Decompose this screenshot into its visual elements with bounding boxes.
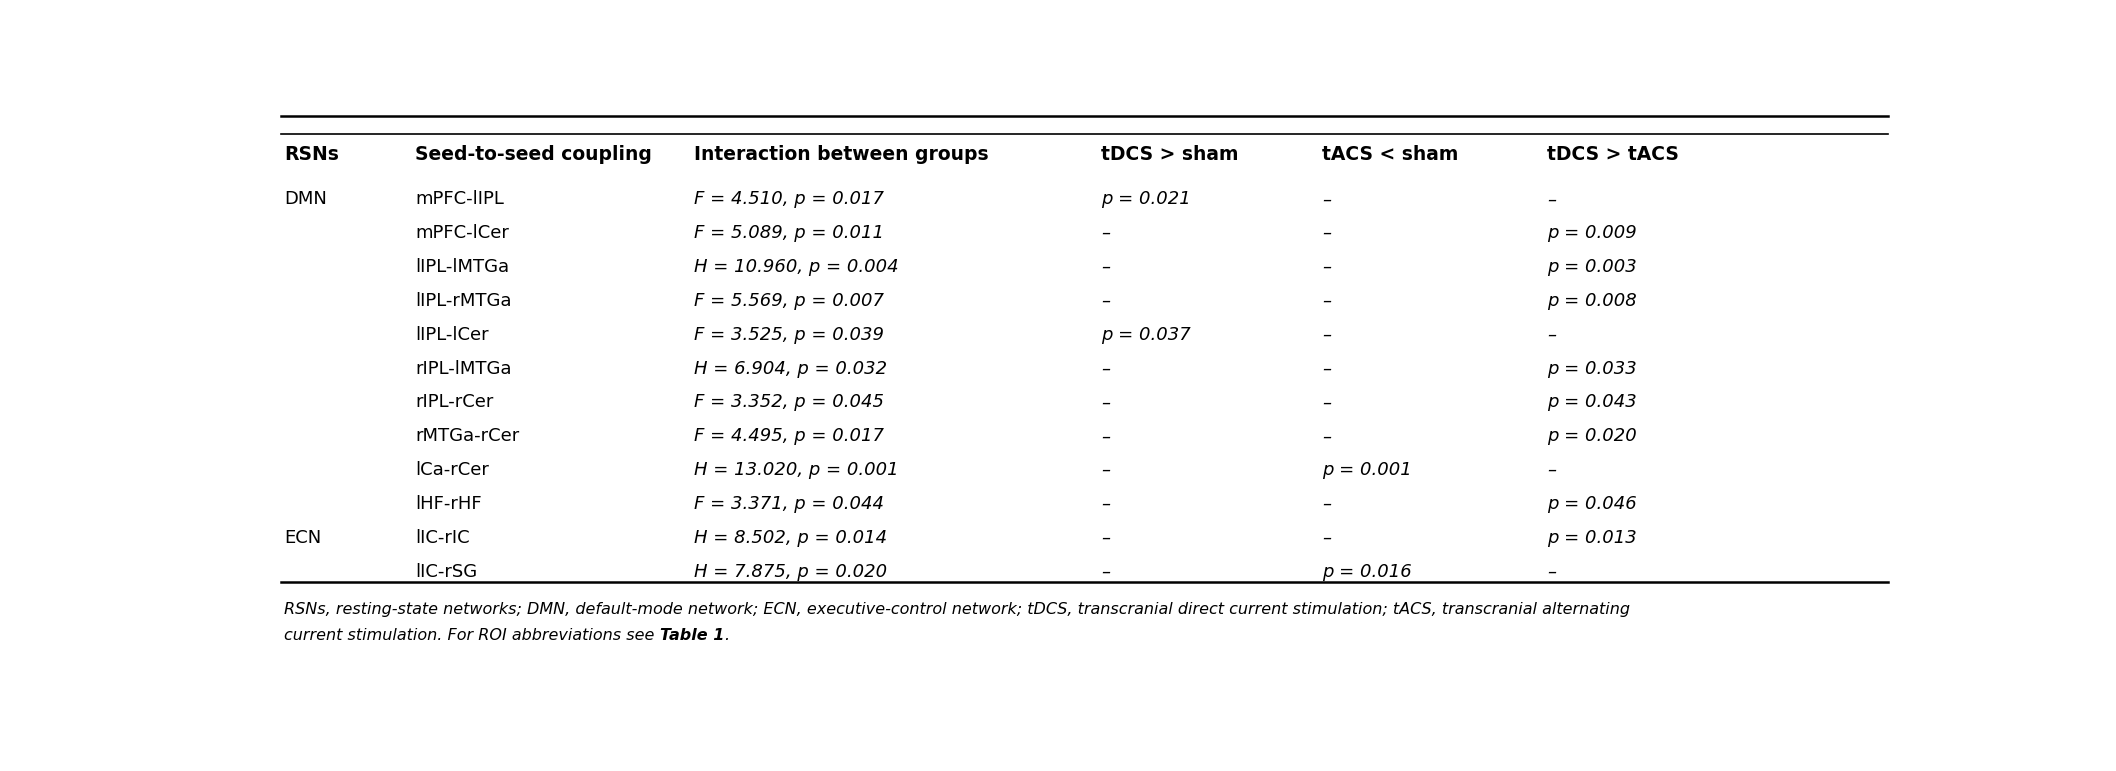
Text: lIPL-lMTGa: lIPL-lMTGa xyxy=(415,258,510,276)
Text: F = 3.352, p = 0.045: F = 3.352, p = 0.045 xyxy=(694,393,884,412)
Text: p = 0.009: p = 0.009 xyxy=(1547,224,1636,242)
Text: rIPL-lMTGa: rIPL-lMTGa xyxy=(415,359,512,378)
Text: –: – xyxy=(1322,224,1331,242)
Text: H = 6.904, p = 0.032: H = 6.904, p = 0.032 xyxy=(694,359,887,378)
Text: lIC-rIC: lIC-rIC xyxy=(415,529,470,547)
Text: mPFC-lCer: mPFC-lCer xyxy=(415,224,510,242)
Text: H = 8.502, p = 0.014: H = 8.502, p = 0.014 xyxy=(694,529,887,547)
Text: –: – xyxy=(1100,393,1111,412)
Text: –: – xyxy=(1322,393,1331,412)
Text: rMTGa-rCer: rMTGa-rCer xyxy=(415,427,521,446)
Text: –: – xyxy=(1100,529,1111,547)
Text: –: – xyxy=(1547,461,1555,479)
Text: –: – xyxy=(1100,427,1111,446)
Text: –: – xyxy=(1547,325,1555,344)
Text: p = 0.043: p = 0.043 xyxy=(1547,393,1636,412)
Text: p = 0.046: p = 0.046 xyxy=(1547,495,1636,513)
Text: F = 3.371, p = 0.044: F = 3.371, p = 0.044 xyxy=(694,495,884,513)
Text: –: – xyxy=(1100,224,1111,242)
Text: Table 1: Table 1 xyxy=(660,628,724,643)
Text: –: – xyxy=(1322,495,1331,513)
Text: Seed-to-seed coupling: Seed-to-seed coupling xyxy=(415,146,652,164)
Text: .: . xyxy=(724,628,730,643)
Text: tDCS > sham: tDCS > sham xyxy=(1100,146,1238,164)
Text: p = 0.013: p = 0.013 xyxy=(1547,529,1636,547)
Text: p = 0.016: p = 0.016 xyxy=(1322,563,1411,581)
Text: H = 13.020, p = 0.001: H = 13.020, p = 0.001 xyxy=(694,461,899,479)
Text: –: – xyxy=(1322,190,1331,208)
Text: –: – xyxy=(1100,495,1111,513)
Text: –: – xyxy=(1322,359,1331,378)
Text: tACS < sham: tACS < sham xyxy=(1322,146,1458,164)
Text: p = 0.037: p = 0.037 xyxy=(1100,325,1191,344)
Text: p = 0.021: p = 0.021 xyxy=(1100,190,1191,208)
Text: –: – xyxy=(1322,427,1331,446)
Text: p = 0.033: p = 0.033 xyxy=(1547,359,1636,378)
Text: –: – xyxy=(1322,292,1331,310)
Text: ECN: ECN xyxy=(284,529,322,547)
Text: p = 0.020: p = 0.020 xyxy=(1547,427,1636,446)
Text: F = 4.510, p = 0.017: F = 4.510, p = 0.017 xyxy=(694,190,884,208)
Text: –: – xyxy=(1100,359,1111,378)
Text: –: – xyxy=(1322,258,1331,276)
Text: –: – xyxy=(1100,461,1111,479)
Text: –: – xyxy=(1322,325,1331,344)
Text: p = 0.001: p = 0.001 xyxy=(1322,461,1411,479)
Text: p = 0.008: p = 0.008 xyxy=(1547,292,1636,310)
Text: F = 5.089, p = 0.011: F = 5.089, p = 0.011 xyxy=(694,224,884,242)
Text: –: – xyxy=(1100,292,1111,310)
Text: –: – xyxy=(1322,529,1331,547)
Text: RSNs: RSNs xyxy=(284,146,339,164)
Text: lIC-rSG: lIC-rSG xyxy=(415,563,478,581)
Text: RSNs, resting-state networks; DMN, default-mode network; ECN, executive-control : RSNs, resting-state networks; DMN, defau… xyxy=(284,601,1629,617)
Text: H = 7.875, p = 0.020: H = 7.875, p = 0.020 xyxy=(694,563,887,581)
Text: DMN: DMN xyxy=(284,190,328,208)
Text: lCa-rCer: lCa-rCer xyxy=(415,461,489,479)
Text: Interaction between groups: Interaction between groups xyxy=(694,146,988,164)
Text: –: – xyxy=(1100,258,1111,276)
Text: –: – xyxy=(1100,563,1111,581)
Text: F = 3.525, p = 0.039: F = 3.525, p = 0.039 xyxy=(694,325,884,344)
Text: lIPL-lCer: lIPL-lCer xyxy=(415,325,489,344)
Text: –: – xyxy=(1547,190,1555,208)
Text: mPFC-lIPL: mPFC-lIPL xyxy=(415,190,504,208)
Text: H = 10.960, p = 0.004: H = 10.960, p = 0.004 xyxy=(694,258,899,276)
Text: current stimulation. For ROI abbreviations see: current stimulation. For ROI abbreviatio… xyxy=(284,628,660,643)
Text: F = 5.569, p = 0.007: F = 5.569, p = 0.007 xyxy=(694,292,884,310)
Text: tDCS > tACS: tDCS > tACS xyxy=(1547,146,1678,164)
Text: rIPL-rCer: rIPL-rCer xyxy=(415,393,493,412)
Text: p = 0.003: p = 0.003 xyxy=(1547,258,1636,276)
Text: F = 4.495, p = 0.017: F = 4.495, p = 0.017 xyxy=(694,427,884,446)
Text: –: – xyxy=(1547,563,1555,581)
Text: lIPL-rMTGa: lIPL-rMTGa xyxy=(415,292,512,310)
Text: lHF-rHF: lHF-rHF xyxy=(415,495,482,513)
